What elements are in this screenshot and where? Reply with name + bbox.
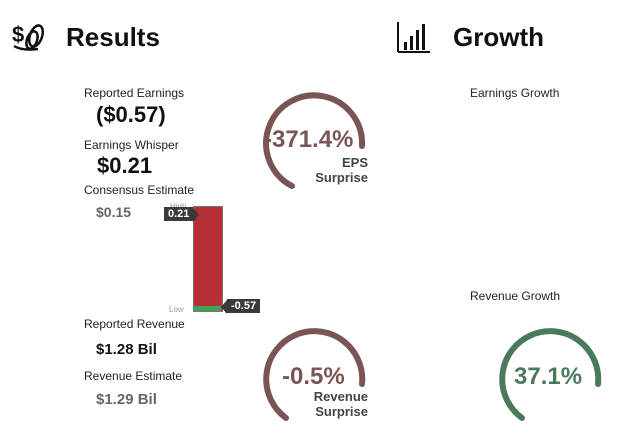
results-title: Results [66, 22, 160, 52]
revenue-surprise-value: -0.5% [282, 363, 345, 390]
growth-title: Growth [453, 22, 544, 52]
low-value-tag: -0.57 [227, 299, 261, 313]
eps-surprise-caption-2: Surprise [315, 170, 368, 185]
reported-earnings-label: Reported Earnings [84, 86, 185, 100]
range-low-label: Low [169, 305, 184, 314]
coins-icon: $ [12, 20, 46, 52]
reported-earnings-value: ($0.57) [96, 102, 166, 127]
range-bar [193, 206, 223, 312]
high-tag-pointer [193, 208, 199, 222]
earnings-whisper-label: Earnings Whisper [84, 138, 179, 152]
svg-text:$: $ [12, 22, 24, 47]
range-low-marker [194, 306, 221, 311]
reported-revenue-value: $1.28 Bil [96, 341, 157, 358]
earnings-whisper-value: $0.21 [97, 153, 153, 178]
earnings-growth-label: Earnings Growth [470, 86, 560, 100]
high-value-tag: 0.21 [164, 207, 194, 221]
revenue-surprise-gauge [262, 322, 372, 432]
consensus-estimate-label: Consensus Estimate [84, 183, 195, 197]
low-tag-pointer [221, 300, 227, 314]
revenue-estimate-label: Revenue Estimate [84, 369, 183, 383]
reported-revenue-label: Reported Revenue [84, 317, 185, 331]
bar-chart-icon [396, 18, 432, 54]
revenue-growth-label: Revenue Growth [470, 289, 561, 303]
eps-surprise-value: -371.4% [264, 126, 354, 153]
revenue-surprise-caption-2: Surprise [315, 404, 368, 419]
eps-surprise-caption-1: EPS [341, 155, 368, 170]
revenue-surprise-caption-1: Revenue [313, 389, 368, 404]
range-high-label: High [170, 202, 186, 211]
consensus-estimate-value: $0.15 [96, 204, 132, 220]
eps-surprise-gauge [262, 86, 372, 196]
revenue-estimate-value: $1.29 Bil [96, 391, 157, 408]
revenue-growth-value: 37.1% [514, 363, 583, 390]
revenue-growth-gauge [498, 322, 608, 432]
